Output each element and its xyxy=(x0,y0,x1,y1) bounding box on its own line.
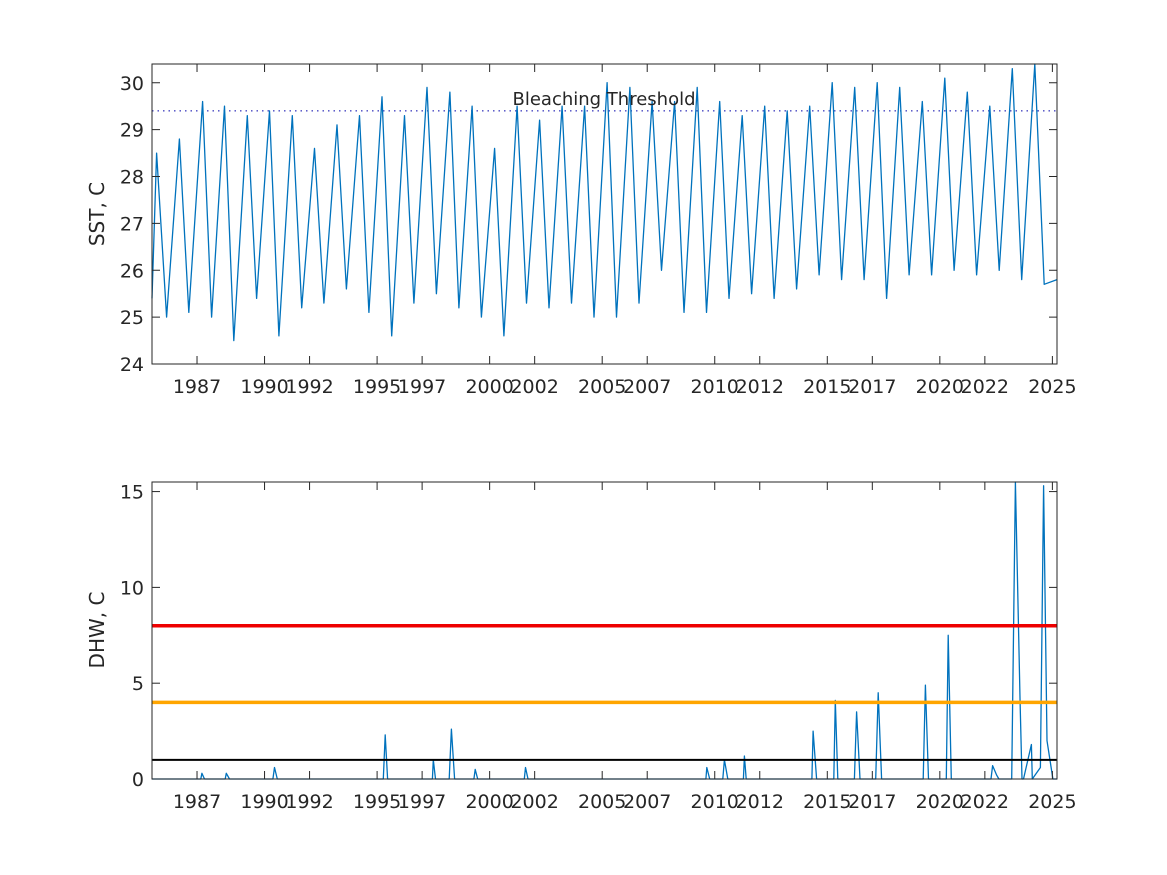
x-tick-label: 2005 xyxy=(578,376,626,398)
x-tick-label: 1990 xyxy=(240,376,288,398)
x-tick-label: 2007 xyxy=(623,376,671,398)
x-tick-label: 1992 xyxy=(285,791,333,813)
x-tick-label: 2010 xyxy=(691,791,739,813)
sst-series xyxy=(151,63,1058,342)
x-tick-label: 2007 xyxy=(623,791,671,813)
dhw-axes-box xyxy=(151,481,1058,780)
y-tick-label: 27 xyxy=(120,213,144,235)
x-tick-label: 1995 xyxy=(353,376,401,398)
x-tick-label: 1995 xyxy=(353,791,401,813)
x-tick-label: 2012 xyxy=(736,376,784,398)
x-tick-label: 1990 xyxy=(240,791,288,813)
x-tick-label: 2002 xyxy=(510,791,558,813)
x-tick-label: 2025 xyxy=(1028,376,1076,398)
dhw-y-axis: 0 5 10 15 xyxy=(120,482,1057,791)
y-tick-label: 29 xyxy=(120,120,144,142)
x-tick-label: 2012 xyxy=(736,791,784,813)
x-tick-label: 2022 xyxy=(961,376,1009,398)
x-tick-label: 1987 xyxy=(173,791,221,813)
y-tick-label: 10 xyxy=(120,577,144,599)
y-tick-label: 25 xyxy=(120,307,144,329)
x-tick-label: 2017 xyxy=(848,791,896,813)
x-tick-label: 2017 xyxy=(848,376,896,398)
sst-y-axis: 24 25 26 27 28 29 30 xyxy=(120,73,1057,376)
x-tick-label: 2000 xyxy=(465,376,513,398)
x-tick-label: 1992 xyxy=(285,376,333,398)
y-tick-label: 5 xyxy=(132,673,144,695)
dhw-y-axis-label: DHW, C xyxy=(85,592,109,669)
x-tick-label: 2020 xyxy=(916,376,964,398)
x-tick-label: 2002 xyxy=(510,376,558,398)
x-tick-label: 2020 xyxy=(916,791,964,813)
y-tick-label: 0 xyxy=(132,769,144,791)
x-tick-label: 2015 xyxy=(803,791,851,813)
x-tick-label: 2015 xyxy=(803,376,851,398)
bleaching-threshold-label: Bleaching Threshold xyxy=(512,89,695,110)
sst-y-axis-label: SST, C xyxy=(85,182,109,246)
y-tick-label: 28 xyxy=(120,167,144,189)
y-tick-label: 24 xyxy=(120,354,144,376)
x-tick-label: 2010 xyxy=(691,376,739,398)
dhw-alert-lines xyxy=(152,623,1057,761)
series-line-0 xyxy=(151,63,1058,342)
x-tick-label: 2025 xyxy=(1028,791,1076,813)
x-tick-label: 2005 xyxy=(578,791,626,813)
x-tick-label: 2022 xyxy=(961,791,1009,813)
y-tick-label: 26 xyxy=(120,260,144,282)
x-tick-label: 1997 xyxy=(398,791,446,813)
y-tick-label: 30 xyxy=(120,73,144,95)
sst-axes-box xyxy=(151,63,1058,365)
x-tick-label: 1987 xyxy=(173,376,221,398)
y-tick-label: 15 xyxy=(120,482,144,504)
x-tick-label: 2000 xyxy=(465,791,513,813)
x-tick-label: 1997 xyxy=(398,376,446,398)
